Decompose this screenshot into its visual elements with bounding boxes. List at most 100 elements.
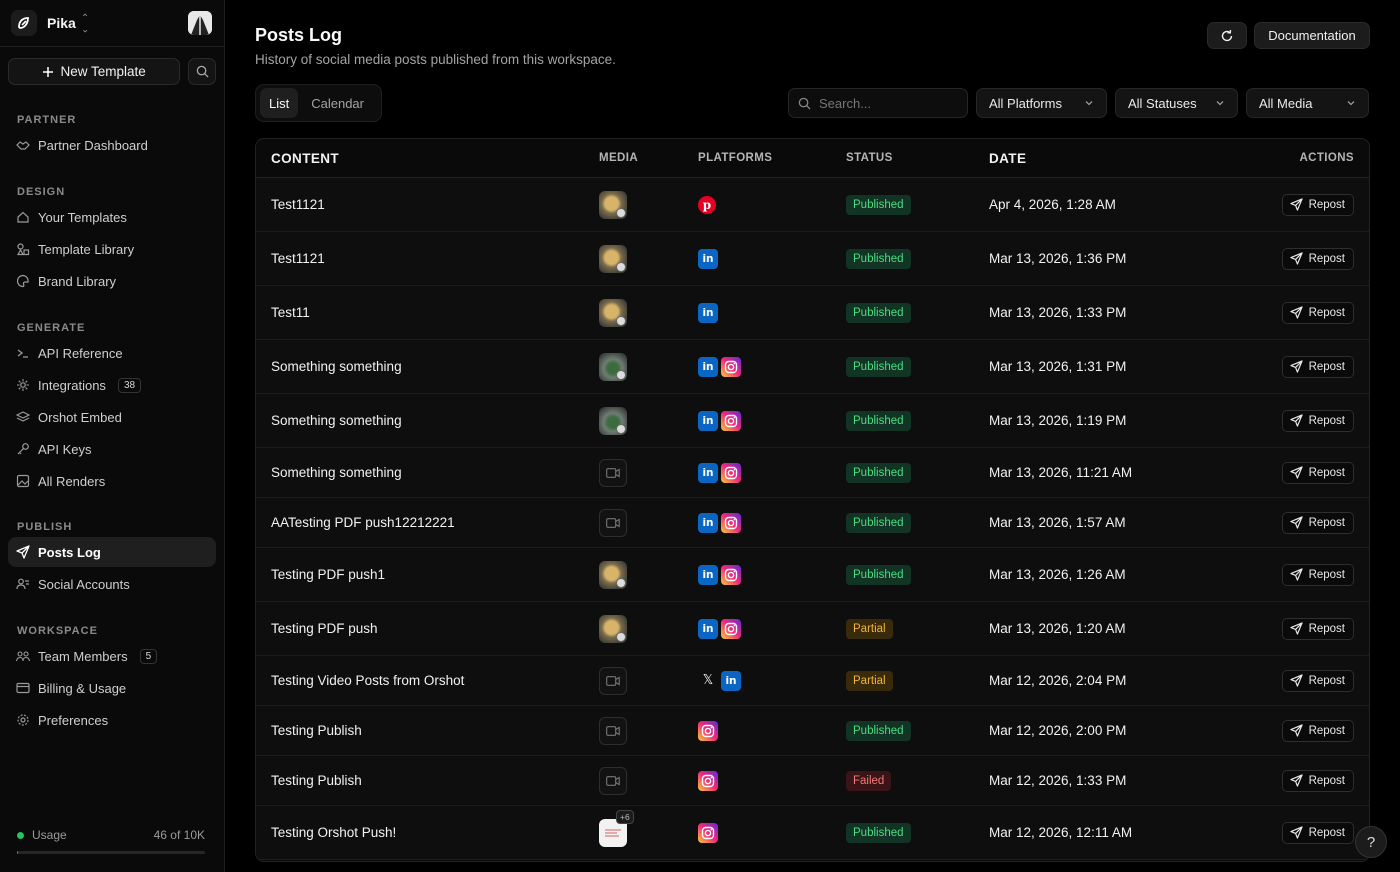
actions-cell: Repost: [1219, 355, 1369, 378]
help-button[interactable]: ?: [1355, 826, 1387, 858]
documentation-button[interactable]: Documentation: [1254, 22, 1370, 49]
search-input[interactable]: [819, 95, 959, 111]
sidebar-item-partner-dashboard[interactable]: Partner Dashboard: [8, 130, 216, 160]
video-camera-icon: [606, 775, 620, 786]
sidebar-item-label: Orshot Embed: [38, 409, 122, 425]
status-badge: Published: [846, 248, 911, 269]
media-thumbnail[interactable]: [599, 406, 627, 435]
media-thumbnail[interactable]: [599, 190, 627, 219]
linkedin-icon: in: [721, 670, 741, 691]
avatar[interactable]: [188, 11, 212, 35]
post-date: Mar 12, 2026, 1:33 PM: [989, 773, 1127, 788]
section-title-design: DESIGN: [17, 186, 66, 198]
post-date: Mar 13, 2026, 1:26 AM: [989, 567, 1126, 582]
status-cell: Published: [846, 356, 989, 377]
post-content: Testing Publish: [271, 773, 362, 788]
send-icon: [1289, 360, 1303, 373]
send-icon: [1289, 252, 1303, 265]
sidebar-search-button[interactable]: [188, 58, 216, 85]
post-date: Mar 13, 2026, 1:20 AM: [989, 621, 1126, 636]
media-video-placeholder[interactable]: [599, 766, 627, 795]
new-template-button[interactable]: New Template: [8, 58, 181, 85]
repost-button[interactable]: Repost: [1281, 617, 1354, 640]
post-content: Something something: [271, 359, 402, 374]
media-thumbnail[interactable]: [599, 298, 627, 327]
media-cell: [599, 352, 698, 381]
repost-button[interactable]: Repost: [1281, 355, 1354, 378]
status-cell: Published: [846, 720, 989, 741]
repost-button[interactable]: Repost: [1281, 247, 1354, 270]
tab-list[interactable]: List: [260, 88, 299, 118]
repost-button[interactable]: Repost: [1281, 669, 1354, 692]
usage-meter: Usage 46 of 10K: [17, 828, 205, 854]
search-field: [788, 88, 968, 118]
media-thumbnail[interactable]: [599, 352, 627, 381]
repost-button[interactable]: Repost: [1281, 821, 1354, 844]
media-thumbnail[interactable]: [599, 614, 627, 643]
sidebar-item-team-members[interactable]: Team Members 5: [8, 641, 216, 671]
sidebar-item-posts-log[interactable]: Posts Log: [8, 537, 216, 567]
media-video-placeholder[interactable]: [599, 716, 627, 745]
sidebar-item-orshot-embed[interactable]: Orshot Embed: [8, 402, 216, 432]
gear-icon: [16, 713, 30, 727]
table-header: CONTENT MEDIA PLATFORMS STATUS DATE ACTI…: [256, 139, 1369, 178]
repost-button[interactable]: Repost: [1281, 719, 1354, 742]
sidebar-item-api-keys[interactable]: API Keys: [8, 434, 216, 464]
actions-cell: Repost: [1219, 301, 1369, 324]
sidebar-item-preferences[interactable]: Preferences: [8, 705, 216, 735]
sidebar-item-brand-library[interactable]: Brand Library: [8, 266, 216, 296]
linkedin-icon: in: [698, 248, 718, 269]
table-body: Test1121 p Published Apr 4, 2026, 1:28 A…: [256, 178, 1369, 860]
search-icon: [798, 97, 811, 110]
media-count-badge: +6: [616, 809, 634, 824]
repost-button[interactable]: Repost: [1281, 563, 1354, 586]
media-video-placeholder[interactable]: [599, 666, 627, 695]
repost-button[interactable]: Repost: [1281, 193, 1354, 216]
column-header-actions: ACTIONS: [1299, 152, 1354, 164]
send-icon: [1289, 516, 1303, 529]
media-filter-select[interactable]: All Media: [1246, 88, 1369, 118]
repost-button[interactable]: Repost: [1281, 769, 1354, 792]
workspace-switcher[interactable]: Pika ⌃ ⌃: [0, 0, 224, 47]
sidebar-item-api-reference[interactable]: API Reference: [8, 338, 216, 368]
tab-calendar[interactable]: Calendar: [311, 95, 364, 111]
repost-button[interactable]: Repost: [1281, 461, 1354, 484]
platforms-cell: [698, 720, 846, 741]
media-thumbnail[interactable]: [599, 560, 627, 589]
repost-label: Repost: [1308, 774, 1345, 787]
instagram-icon: [698, 822, 718, 843]
layers-icon: [16, 410, 30, 424]
status-cell: Published: [846, 194, 989, 215]
column-header-content: CONTENT: [271, 150, 340, 166]
sidebar-item-billing-usage[interactable]: Billing & Usage: [8, 673, 216, 703]
media-video-placeholder[interactable]: [599, 508, 627, 537]
usage-bar-fill: [17, 851, 18, 854]
media-thumbnail[interactable]: [599, 244, 627, 273]
sidebar-item-all-renders[interactable]: All Renders: [8, 466, 216, 496]
media-cell: [599, 244, 698, 273]
repost-button[interactable]: Repost: [1281, 511, 1354, 534]
actions-cell: Repost: [1219, 719, 1369, 742]
platforms-cell: p: [698, 195, 846, 214]
post-date: Mar 13, 2026, 1:31 PM: [989, 359, 1127, 374]
status-cell: Published: [846, 512, 989, 533]
sidebar-item-social-accounts[interactable]: Social Accounts: [8, 569, 216, 599]
status-filter-value: All Statuses: [1128, 95, 1197, 111]
platform-filter-select[interactable]: All Platforms: [976, 88, 1107, 118]
sidebar-item-label: Social Accounts: [38, 576, 130, 592]
sidebar-item-template-library[interactable]: Template Library: [8, 234, 216, 264]
send-icon: [1289, 306, 1303, 319]
repost-button[interactable]: Repost: [1281, 301, 1354, 324]
status-filter-select[interactable]: All Statuses: [1115, 88, 1238, 118]
sidebar-item-your-templates[interactable]: Your Templates: [8, 202, 216, 232]
sidebar-item-integrations[interactable]: Integrations 38: [8, 370, 216, 400]
actions-cell: Repost: [1219, 193, 1369, 216]
refresh-button[interactable]: [1207, 22, 1247, 49]
media-video-placeholder[interactable]: [599, 458, 627, 487]
post-content: Testing PDF push1: [271, 567, 386, 582]
repost-button[interactable]: Repost: [1281, 409, 1354, 432]
status-badge: Published: [846, 356, 911, 377]
usage-label: Usage: [32, 828, 67, 842]
repost-label: Repost: [1308, 568, 1345, 581]
table-row: Testing Publish Failed Mar 12, 2026, 1:3…: [256, 756, 1369, 806]
